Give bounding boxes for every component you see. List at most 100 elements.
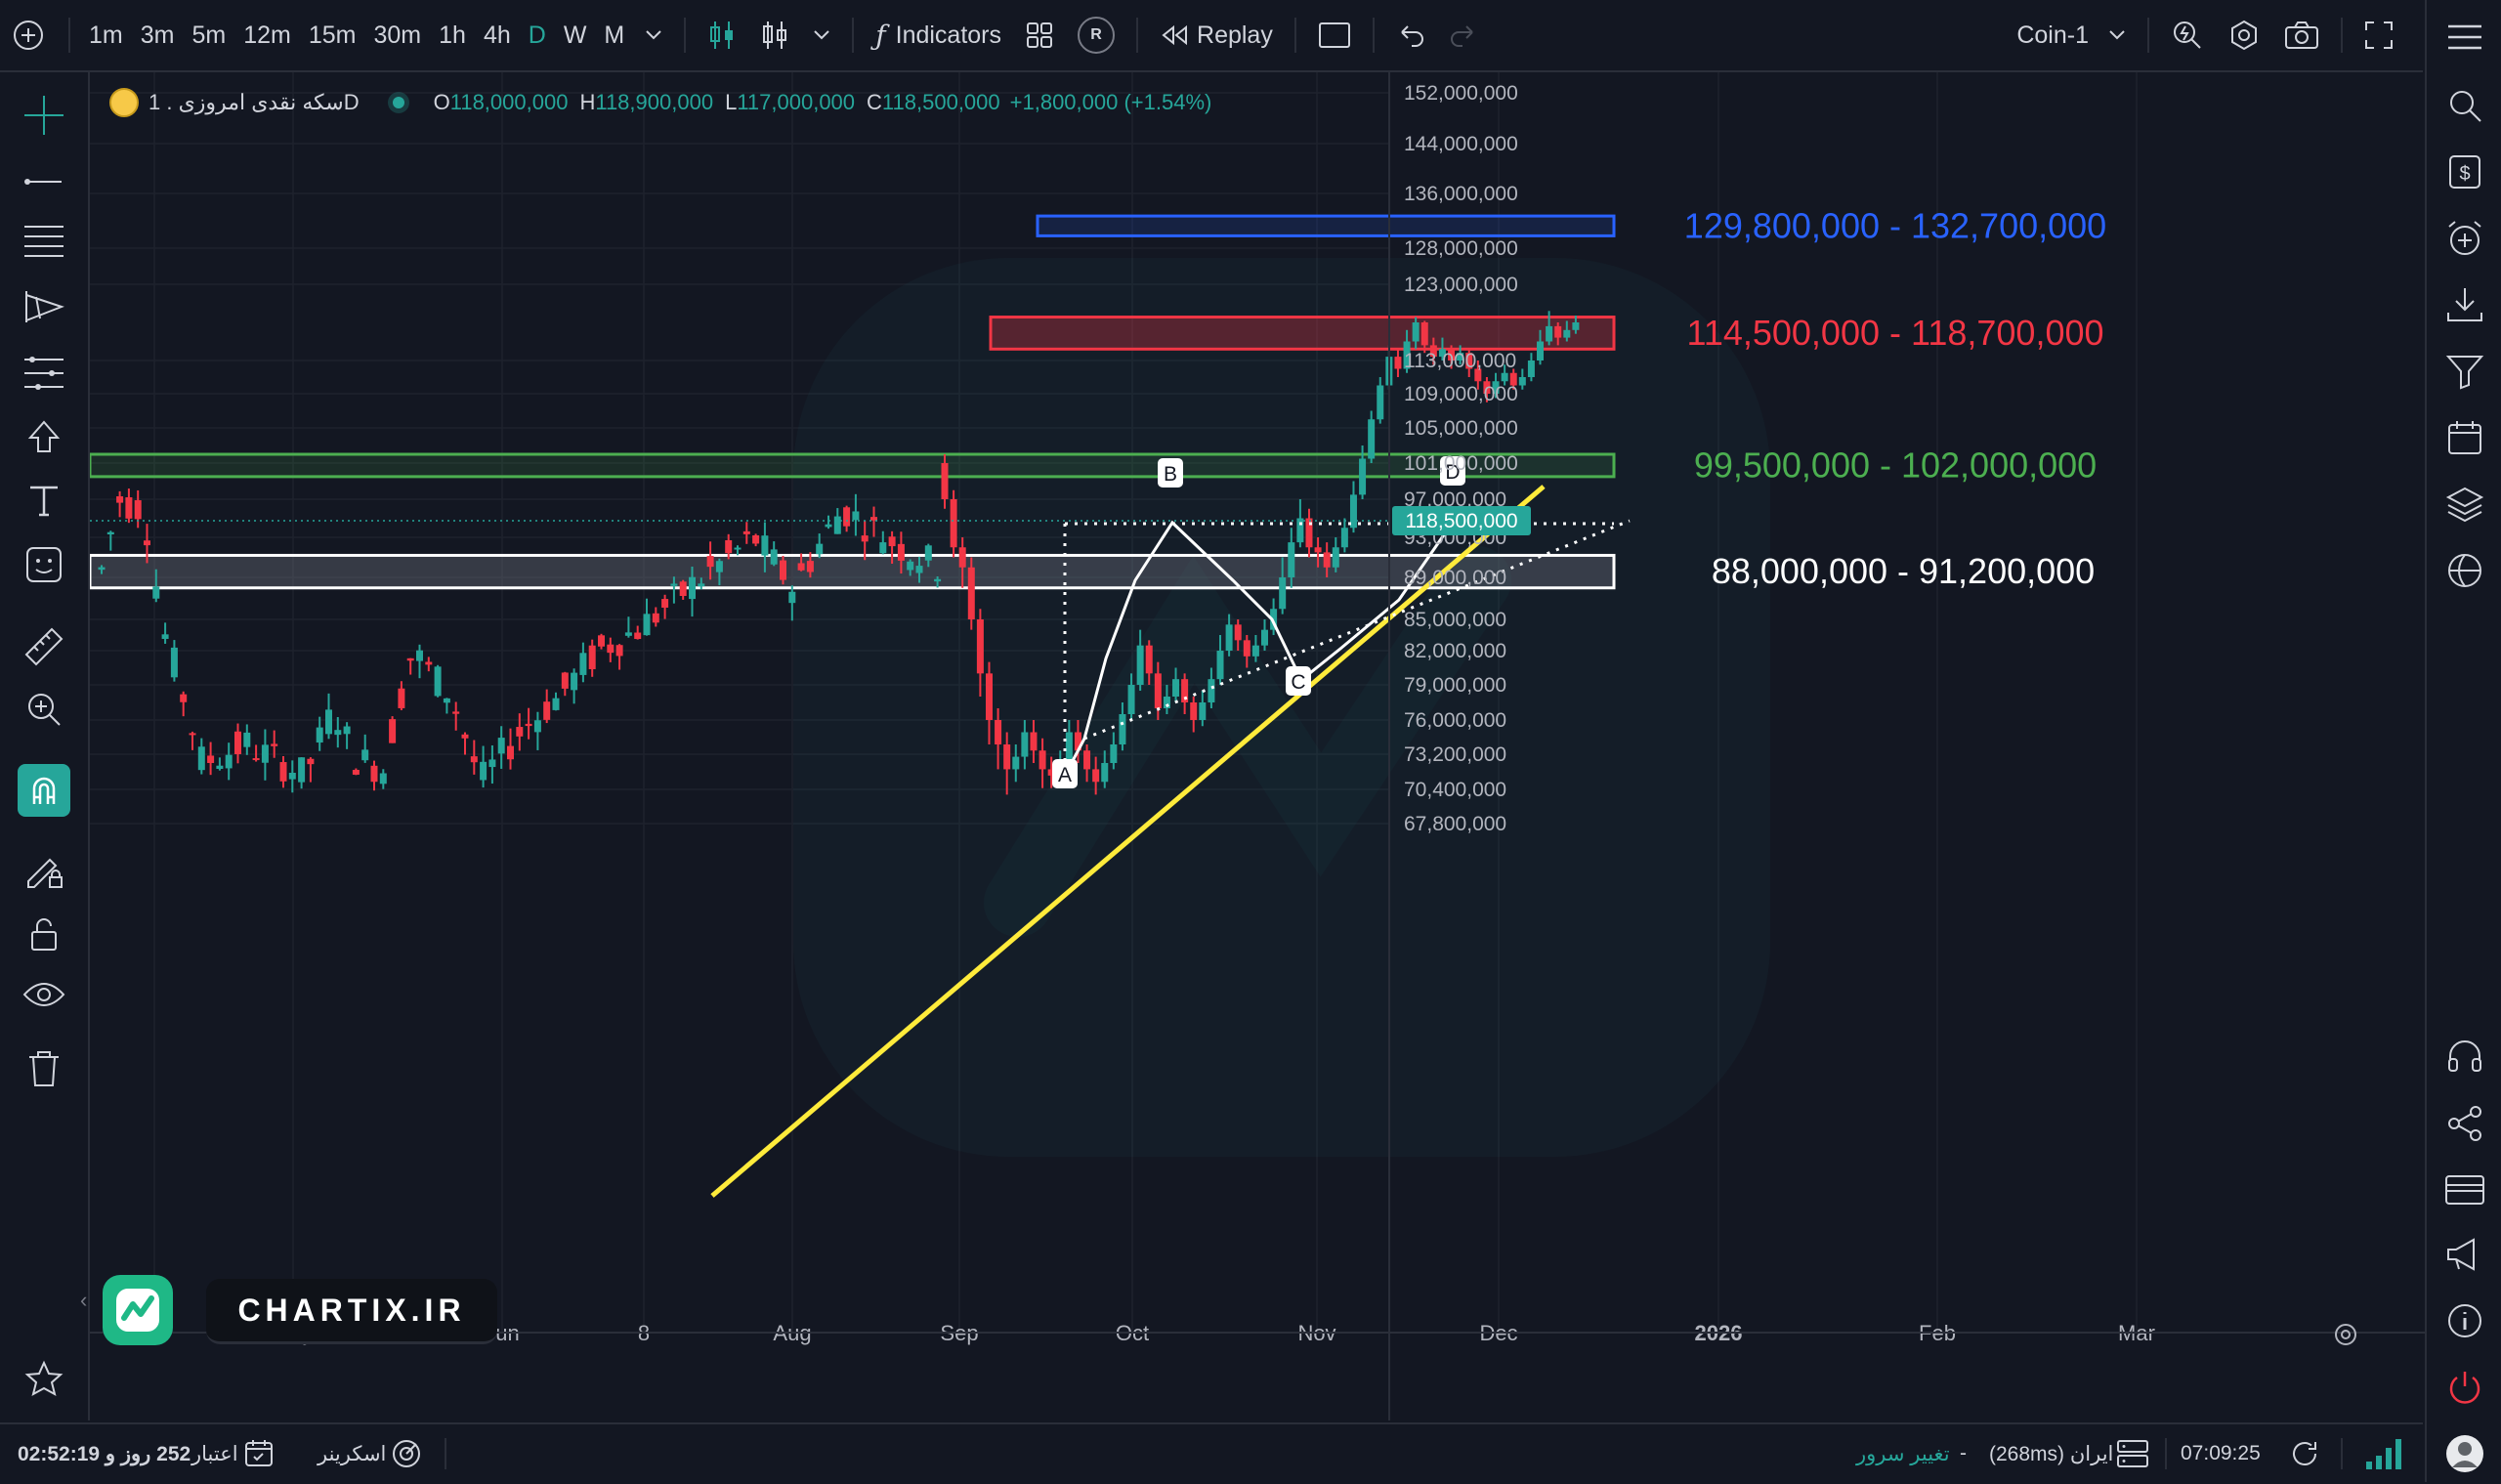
interval-4h[interactable]: 4h xyxy=(483,21,511,49)
pricing-button[interactable]: $ xyxy=(2436,143,2494,201)
interval-1m[interactable]: 1m xyxy=(89,21,123,49)
dotted-support-line[interactable] xyxy=(1083,519,1631,741)
templates-button[interactable] xyxy=(1013,0,1066,70)
info-button[interactable] xyxy=(2436,1292,2494,1350)
candle xyxy=(1163,685,1170,714)
candle xyxy=(689,566,696,617)
calendar-button[interactable] xyxy=(2436,408,2494,467)
chart-type-dropdown[interactable] xyxy=(801,0,842,70)
visibility-tool[interactable] xyxy=(15,967,73,1026)
symbol-name[interactable]: سکه نقدی امروزی . 1D xyxy=(148,90,360,114)
candle xyxy=(1429,337,1437,365)
status-divider xyxy=(445,1438,446,1469)
ruler-tool[interactable] xyxy=(15,617,73,676)
candle xyxy=(261,729,269,781)
menu-button[interactable] xyxy=(2436,8,2494,66)
fib-tool[interactable] xyxy=(15,213,73,272)
magnet-tool[interactable] xyxy=(18,764,70,817)
favorites-tool[interactable] xyxy=(15,1350,73,1409)
promotions-button[interactable] xyxy=(2436,1225,2494,1284)
candle xyxy=(1518,368,1526,390)
interval-15m[interactable]: 15m xyxy=(308,21,357,49)
candle xyxy=(833,508,841,534)
candle xyxy=(1554,322,1562,346)
interval-12m[interactable]: 12m xyxy=(243,21,291,49)
interval-m[interactable]: M xyxy=(604,21,625,49)
interval-5m[interactable]: 5m xyxy=(191,21,227,49)
refresh-button[interactable] xyxy=(2289,1438,2320,1475)
trendline-tool[interactable] xyxy=(15,152,73,211)
indicators-button[interactable]: ƒ Indicators xyxy=(864,0,1013,70)
price-zone[interactable]: 129,800,000 - 132,700,000 xyxy=(1036,205,2106,245)
bars-type-button[interactable] xyxy=(748,0,801,70)
candle xyxy=(624,616,632,638)
emoji-tool[interactable] xyxy=(15,535,73,594)
trendline[interactable] xyxy=(710,485,1546,1198)
chart-pane[interactable]: 129,800,000 - 132,700,000 114,500,000 - 1… xyxy=(88,34,2425,1420)
shapes-tool[interactable] xyxy=(15,408,73,467)
price-zone[interactable]: 114,500,000 - 118,700,000 xyxy=(989,313,2104,353)
screener-label[interactable]: اسکرینر xyxy=(318,1443,387,1465)
quick-search-button[interactable] xyxy=(2159,0,2216,70)
axis-settings-icon[interactable] xyxy=(2335,1324,2356,1345)
price-chart[interactable]: 129,800,000 - 132,700,000 114,500,000 - 1… xyxy=(88,34,2425,1420)
delete-tool[interactable] xyxy=(15,1039,73,1098)
user-avatar[interactable] xyxy=(2436,1424,2494,1483)
subscription-button[interactable] xyxy=(2436,1161,2494,1219)
download-button[interactable] xyxy=(2436,276,2494,334)
server-icon xyxy=(2116,1438,2149,1475)
collapse-toolbar-arrow[interactable]: ‹ xyxy=(80,1288,88,1312)
chevron-down-icon xyxy=(646,30,661,40)
candle xyxy=(288,760,296,793)
text-tool[interactable] xyxy=(15,471,73,530)
redo-button[interactable] xyxy=(1437,0,1490,70)
abcd-pattern[interactable] xyxy=(1065,517,1458,773)
candle xyxy=(1412,317,1420,350)
fullscreen-button[interactable] xyxy=(2353,0,2423,70)
candle xyxy=(1172,667,1180,702)
undo-button[interactable] xyxy=(1384,0,1437,70)
undo-icon xyxy=(1401,25,1423,47)
interval-3m[interactable]: 3m xyxy=(140,21,175,49)
globe-button[interactable] xyxy=(2436,541,2494,600)
interval-w[interactable]: W xyxy=(563,21,587,49)
r-badge-button[interactable]: R xyxy=(1066,0,1126,70)
layers-button[interactable] xyxy=(2436,475,2494,533)
support-button[interactable] xyxy=(2436,1028,2494,1086)
interval-30m[interactable]: 30m xyxy=(373,21,422,49)
candle xyxy=(225,742,233,781)
drawing-mode-tool[interactable] xyxy=(15,840,73,899)
alerts-button[interactable] xyxy=(2436,209,2494,268)
screener-filter-button[interactable] xyxy=(2436,342,2494,401)
watchlist-search-button[interactable] xyxy=(2436,76,2494,135)
add-symbol-button[interactable] xyxy=(0,0,59,70)
candles-type-button[interactable] xyxy=(696,0,748,70)
candle xyxy=(1225,614,1233,657)
prediction-tool[interactable] xyxy=(15,344,73,403)
share-button[interactable] xyxy=(2436,1094,2494,1153)
interval-1h[interactable]: 1h xyxy=(439,21,466,49)
interval-d[interactable]: D xyxy=(528,21,546,49)
lock-tool[interactable] xyxy=(15,905,73,963)
pencil-lock-icon xyxy=(27,858,63,888)
candle xyxy=(1092,756,1100,795)
logout-button[interactable] xyxy=(2436,1358,2494,1417)
replay-button[interactable]: Replay xyxy=(1148,0,1285,70)
pattern-tool[interactable] xyxy=(15,277,73,336)
snapshot-button[interactable] xyxy=(2272,0,2331,70)
settings-button[interactable] xyxy=(2216,0,2272,70)
zone-label: 88,000,000 - 91,200,000 xyxy=(1712,551,2095,591)
crosshair-tool[interactable] xyxy=(15,86,73,145)
change-server-link[interactable]: تغییر سرور xyxy=(1856,1443,1950,1465)
candle xyxy=(1527,353,1535,382)
layout-name-button[interactable]: Coin-1 xyxy=(2005,0,2138,70)
toolbar-divider xyxy=(1372,18,1375,53)
share-icon xyxy=(2448,1106,2481,1141)
layers-icon xyxy=(2445,487,2484,523)
line-icon xyxy=(24,179,62,185)
interval-dropdown-button[interactable] xyxy=(633,0,674,70)
zoom-tool[interactable] xyxy=(15,680,73,739)
price-zone[interactable]: 99,500,000 - 102,000,000 xyxy=(88,445,2097,485)
price-zone[interactable]: 88,000,000 - 91,200,000 xyxy=(88,551,2095,591)
rectangle-button[interactable] xyxy=(1306,0,1363,70)
